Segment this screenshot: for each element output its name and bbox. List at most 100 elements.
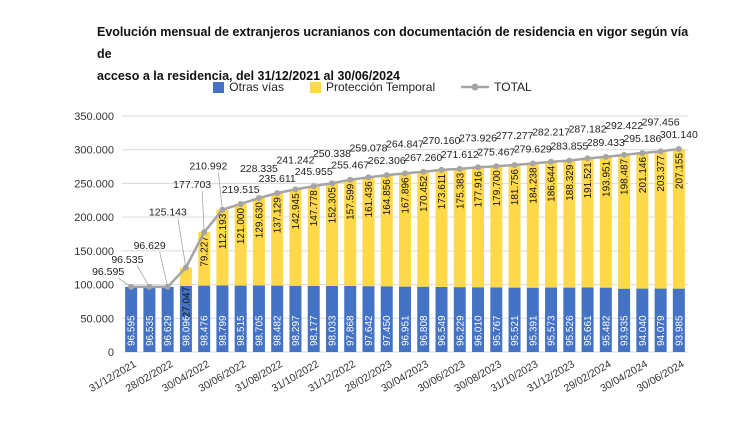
bar-proteccion-temporal [636, 152, 649, 289]
bar-label-proteccion-temporal: 152.305 [327, 187, 338, 224]
bar-proteccion-temporal [325, 183, 338, 286]
total-label: 283.855 [550, 141, 588, 153]
bar-label-proteccion-temporal: 170.452 [419, 175, 430, 212]
bar-label-proteccion-temporal: 157.599 [346, 183, 357, 220]
bar-label-proteccion-temporal: 207.155 [674, 153, 685, 190]
total-label: 301.140 [660, 129, 698, 141]
bar-proteccion-temporal [216, 209, 229, 286]
legend-item-otras-vias: Otras vías [213, 80, 284, 94]
bar-label-otras-vias: 98.476 [200, 315, 211, 346]
bar-label-otras-vias: 96.535 [145, 315, 156, 346]
total-label: 270.160 [423, 135, 461, 147]
total-point [255, 195, 262, 202]
total-point [365, 174, 372, 181]
bar-otras-vias [198, 285, 211, 352]
total-label: 125.143 [149, 207, 187, 219]
bar-otras-vias [344, 286, 357, 352]
bar-label-proteccion-temporal: 203.377 [656, 155, 667, 192]
bar-otras-vias [399, 286, 411, 352]
bar-otras-vias [654, 288, 667, 352]
bar-otras-vias [380, 286, 393, 352]
total-label: 210.992 [189, 161, 227, 173]
bar-label-proteccion-temporal: 129.630 [254, 202, 265, 239]
bar-otras-vias [453, 287, 466, 352]
bar-proteccion-temporal [526, 163, 539, 288]
total-label: 228.335 [240, 163, 278, 175]
total-point [274, 190, 281, 197]
bar-label-otras-vias: 96.629 [163, 315, 174, 346]
bar-label-otras-vias: 96.010 [474, 315, 485, 346]
total-point [438, 166, 445, 173]
bar-otras-vias [563, 287, 576, 352]
bar-proteccion-temporal [198, 232, 211, 286]
bar-label-otras-vias: 95.661 [583, 315, 594, 346]
total-leader-line [117, 277, 132, 288]
bar-label-otras-vias: 98.705 [254, 315, 265, 346]
total-point [657, 148, 664, 155]
bar-otras-vias [216, 285, 229, 352]
total-point [402, 170, 408, 177]
bar-proteccion-temporal [380, 175, 393, 287]
total-label: 273.926 [459, 132, 497, 144]
bar-label-proteccion-temporal: 186.644 [547, 165, 558, 202]
bar-otras-vias [526, 287, 539, 352]
bar-label-otras-vias: 96.549 [437, 315, 448, 346]
total-label: 241.242 [276, 154, 314, 166]
bar-proteccion-temporal [417, 171, 430, 287]
bar-otras-vias [143, 286, 156, 352]
legend-label: TOTAL [494, 80, 532, 94]
total-label: 235.611 [259, 173, 296, 185]
bar-otras-vias [234, 285, 247, 352]
legend-swatch-yellow [309, 81, 321, 93]
chart-title-line-1: Evolución mensual de extranjeros ucrania… [97, 25, 689, 61]
bar-proteccion-temporal [344, 179, 357, 287]
bar-label-otras-vias: 96.808 [419, 315, 430, 346]
bar-label-otras-vias: 98.297 [291, 315, 302, 346]
bar-proteccion-temporal [490, 166, 503, 288]
total-label: 275.467 [477, 146, 515, 158]
bar-otras-vias [125, 286, 138, 352]
y-tick-label: 350.000 [74, 111, 114, 123]
bar-proteccion-temporal [234, 203, 247, 286]
bar-otras-vias [362, 286, 375, 352]
total-label: 250.338 [313, 148, 351, 160]
total-label: 96.595 [92, 266, 124, 278]
bar-otras-vias [599, 287, 612, 352]
bar-otras-vias [325, 285, 338, 352]
total-label: 289.433 [587, 137, 625, 149]
bar-proteccion-temporal [545, 161, 558, 288]
legend-item-total: TOTAL [461, 80, 532, 94]
total-point [548, 158, 555, 165]
total-point [328, 180, 335, 187]
bar-otras-vias [307, 285, 320, 352]
bar-label-otras-vias: 95.767 [492, 315, 503, 346]
bar-proteccion-temporal [654, 151, 667, 289]
total-label: 96.535 [111, 254, 143, 266]
total-label: 267.260 [404, 152, 442, 164]
y-tick-label: 50.000 [80, 313, 114, 325]
total-label: 277.277 [496, 130, 534, 142]
total-point [237, 200, 244, 207]
bar-proteccion-temporal [399, 173, 411, 287]
bar-proteccion-temporal [271, 193, 284, 286]
total-label: 219.515 [222, 184, 260, 196]
total-label: 287.182 [569, 123, 607, 135]
bar-proteccion-temporal [563, 160, 576, 288]
bar-label-otras-vias: 95.573 [547, 315, 558, 346]
legend: Otras vías Protección Temporal TOTAL [0, 80, 745, 94]
bar-proteccion-temporal [672, 148, 685, 289]
bar-otras-vias [435, 286, 448, 352]
bar-label-proteccion-temporal: 147.778 [309, 190, 320, 227]
bar-label-proteccion-temporal: 191.521 [583, 162, 594, 199]
bar-otras-vias [472, 287, 485, 352]
bar-label-otras-vias: 98.799 [218, 315, 229, 346]
legend-label: Protección Temporal [325, 80, 436, 94]
total-point [675, 145, 682, 152]
bar-label-otras-vias: 94.079 [656, 315, 667, 346]
total-point [639, 149, 646, 156]
bar-label-proteccion-temporal: 142.945 [291, 193, 302, 230]
bar-label-otras-vias: 95.521 [510, 315, 521, 346]
bar-label-otras-vias: 98.515 [236, 315, 247, 346]
bar-otras-vias [417, 286, 430, 352]
